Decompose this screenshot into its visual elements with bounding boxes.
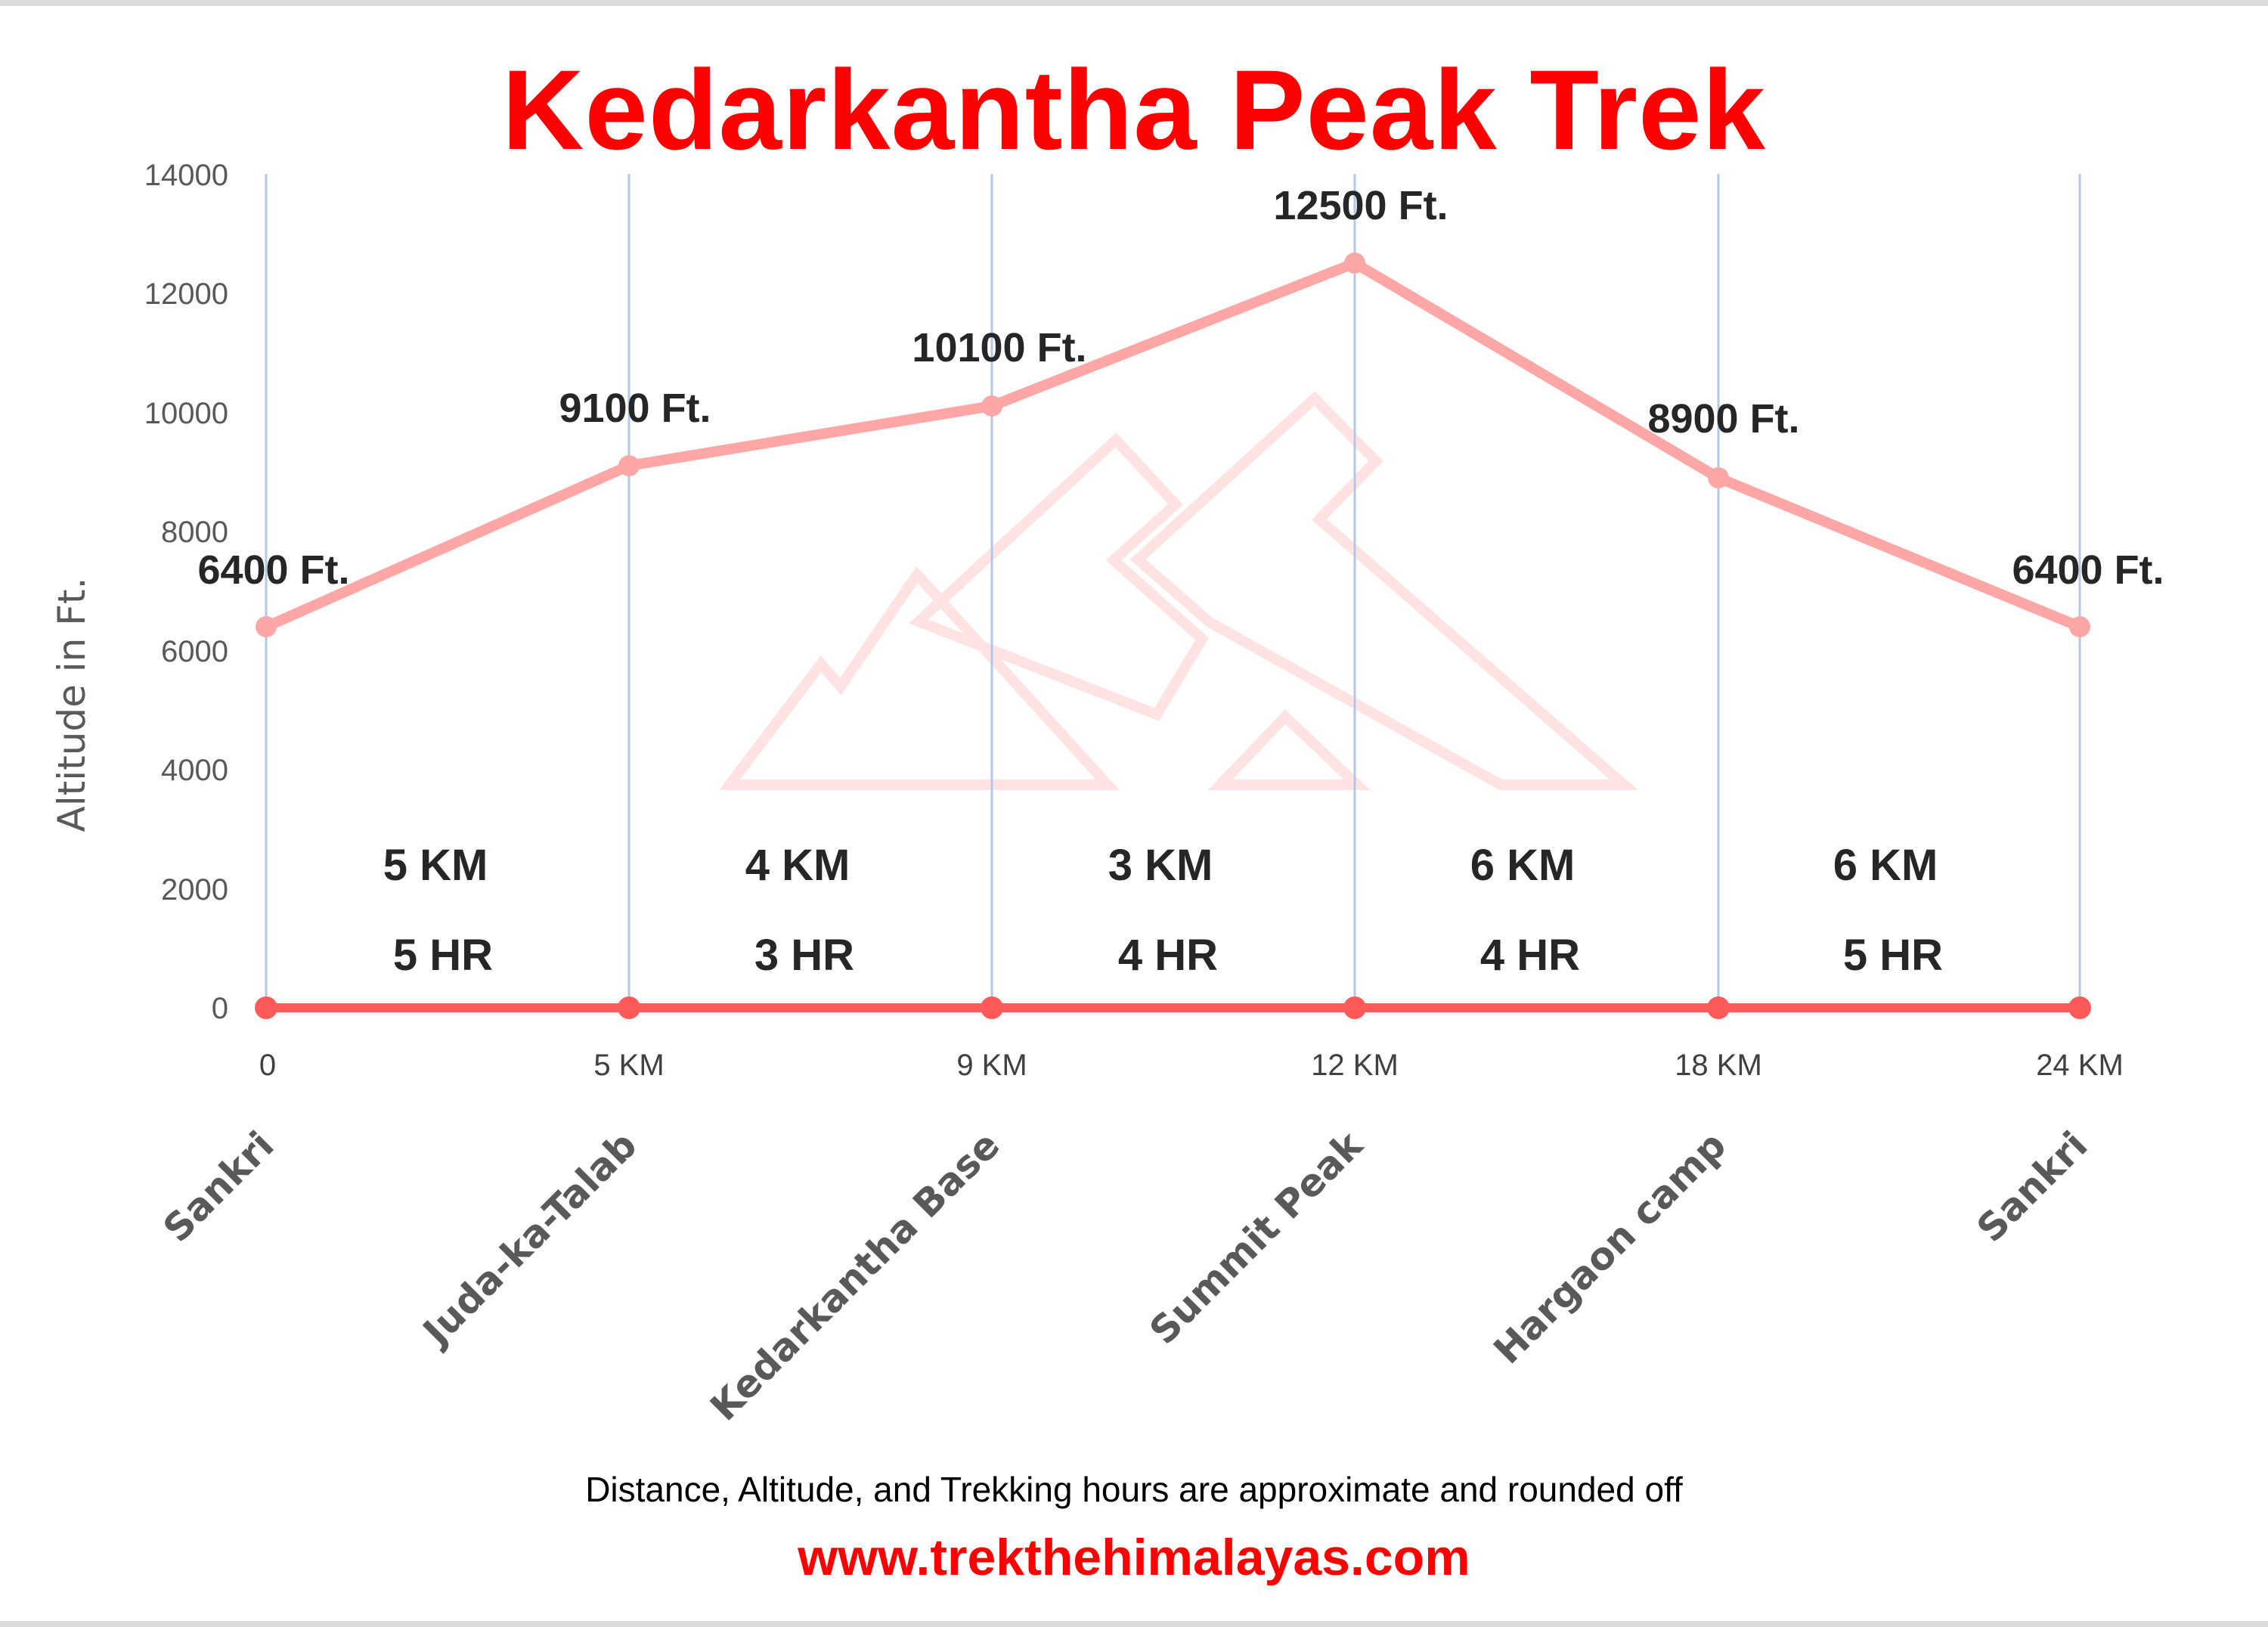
data-label: 10100 Ft. [912,325,1086,370]
point-labels: 6400 Ft. 9100 Ft. 10100 Ft. 12500 Ft. 89… [197,183,2164,593]
baseline-point [1707,996,1730,1019]
baseline-series [255,996,2091,1019]
data-label: 12500 Ft. [1273,183,1448,228]
data-point [2069,616,2090,637]
segment-hours: 5 HR [1843,931,1943,980]
baseline-point [1343,996,1366,1019]
y-tick: 10000 [144,397,228,430]
chart-title: Kedarkantha Peak Trek [502,46,1766,173]
x-tick: 9 KM [956,1049,1027,1082]
data-label: 9100 Ft. [559,386,711,431]
segment-hours: 4 HR [1118,931,1218,980]
footnote: Distance, Altitude, and Trekking hours a… [585,1470,1683,1509]
category-label: Sankri [155,1123,283,1250]
category-label: Sankri [1969,1123,2096,1250]
gridlines [265,174,2081,1008]
segment-hours: 4 HR [1480,931,1580,980]
y-tick: 4000 [161,754,228,787]
segment-distance: 6 KM [1470,841,1576,890]
y-tick: 6000 [161,635,228,668]
x-tick: 0 [259,1049,276,1082]
category-label: Summit Peak [1142,1122,1372,1353]
y-tick: 0 [212,992,228,1025]
data-point [256,616,277,637]
segment-distance: 3 KM [1108,841,1213,890]
x-axis-ticks: 0 5 KM 9 KM 12 KM 18 KM 24 KM [259,1049,2124,1082]
segment-distance: 4 KM [745,841,850,890]
frame-bottom-border [0,1621,2268,1627]
category-label: Kedarkantha Base [702,1123,1009,1429]
baseline-point [255,996,277,1019]
y-tick: 14000 [144,159,228,192]
category-label: Hargaon camp [1486,1123,1735,1372]
frame-top-border [0,0,2268,6]
data-point [981,395,1002,417]
y-tick: 2000 [161,873,228,906]
x-tick: 24 KM [2036,1049,2124,1082]
x-tick: 5 KM [593,1049,664,1082]
segment-distance: 6 KM [1833,841,1938,890]
data-point [618,455,640,476]
baseline-point [618,996,640,1019]
category-label: Juda-ka-Talab [414,1123,646,1355]
data-label: 6400 Ft. [197,547,349,593]
segment-hours: 5 HR [393,931,493,980]
x-tick: 18 KM [1675,1049,1762,1082]
y-tick: 12000 [144,277,228,311]
x-tick: 12 KM [1311,1049,1399,1082]
y-axis-ticks: 0 2000 4000 6000 8000 10000 12000 14000 [144,159,228,1025]
source-url[interactable]: www.trekthehimalayas.com [798,1529,1470,1586]
data-point [1708,467,1729,488]
data-point [1344,253,1365,274]
category-labels: Sankri Juda-ka-Talab Kedarkantha Base Su… [155,1122,2096,1429]
segment-distance: 5 KM [383,841,488,890]
mountain-watermark-icon [718,391,1638,790]
data-label: 8900 Ft. [1647,396,1799,442]
data-label: 6400 Ft. [2012,547,2164,593]
baseline-point [981,996,1003,1019]
segment-hours: 3 HR [754,931,854,980]
segment-labels: 5 KM 5 HR 4 KM 3 HR 3 KM 4 HR 6 KM 4 HR … [383,841,1943,980]
y-axis-title: Altitude in Ft. [50,577,94,832]
y-tick: 8000 [161,516,228,549]
altitude-series [256,253,2090,637]
baseline-point [2068,996,2091,1019]
